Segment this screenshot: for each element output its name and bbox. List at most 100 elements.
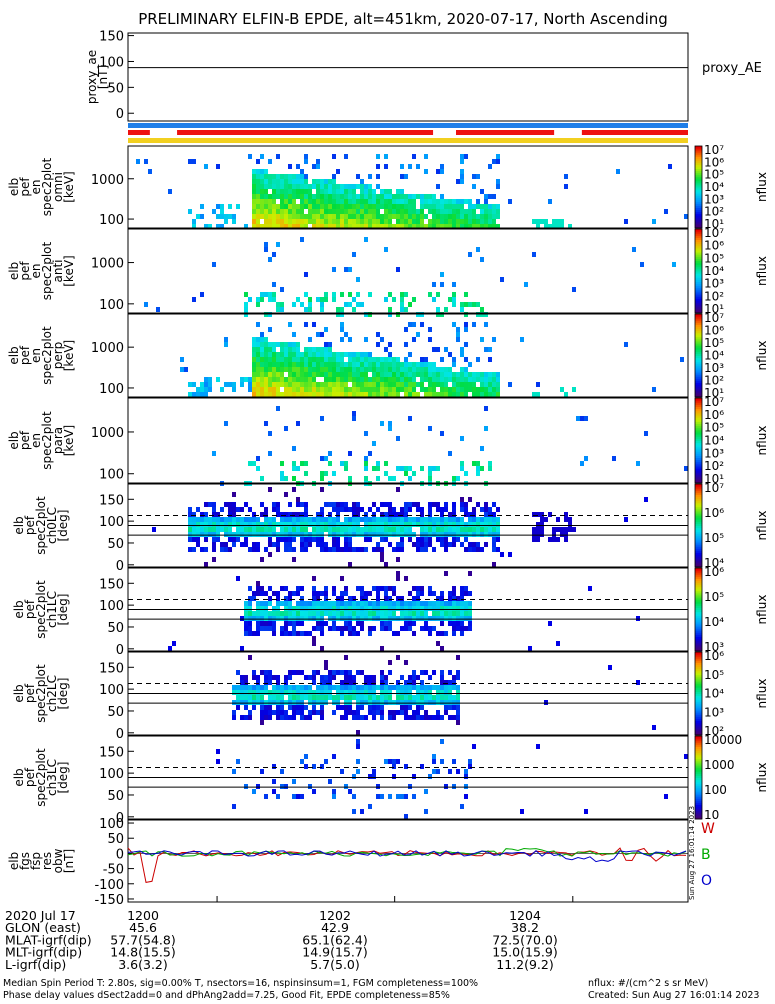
- spectrogram-cell: [276, 392, 280, 397]
- spectrogram-cell: [268, 377, 272, 382]
- colorbar-swatch: [695, 678, 702, 682]
- colorbar-swatch: [695, 427, 702, 431]
- spectrogram-cell: [304, 194, 308, 199]
- spectrogram-cell: [228, 522, 232, 527]
- spectrogram-cell: [356, 507, 360, 512]
- spectrogram-cell: [460, 159, 464, 164]
- spectrogram-cell: [380, 710, 384, 715]
- spectrogram-cell: [496, 214, 500, 219]
- spectrogram-cell: [268, 675, 272, 680]
- spectrogram-cell: [388, 219, 392, 224]
- spectrogram-cell: [428, 626, 432, 631]
- spectrogram-cell: [312, 522, 316, 527]
- colorbar-swatch: [695, 632, 702, 635]
- colorbar-swatch: [695, 752, 702, 756]
- spectrogram-cell: [572, 387, 576, 392]
- spectrogram-cell: [252, 670, 256, 675]
- spectrogram-cell: [376, 214, 380, 219]
- spectrogram-cell: [340, 392, 344, 397]
- spectrogram-cell: [256, 517, 260, 522]
- spectrogram-cell: [456, 596, 460, 601]
- spectrogram-cell: [440, 194, 444, 199]
- spectrogram-cell: [388, 542, 392, 547]
- spectrogram-cell: [424, 392, 428, 397]
- spectrogram-cell: [304, 387, 308, 392]
- spectrogram-cell: [372, 382, 376, 387]
- spectrogram-cell: [364, 362, 368, 367]
- spectrogram-cell: [424, 601, 428, 606]
- spectrogram-cell: [388, 522, 392, 527]
- spectrogram-cell: [384, 527, 388, 532]
- spectrogram-cell: [280, 626, 284, 631]
- colorbar-swatch: [695, 410, 702, 414]
- spectrogram-cell: [404, 372, 408, 377]
- spectrogram-cell: [288, 517, 292, 522]
- spectrogram-cell: [264, 606, 268, 611]
- spectrogram-cell: [336, 517, 340, 522]
- spectrogram-cell: [492, 377, 496, 382]
- spectrogram-cell: [304, 685, 308, 690]
- spectrogram-cell: [452, 680, 456, 685]
- colorbar-swatch: [695, 229, 702, 232]
- spectrogram-cell: [372, 527, 376, 532]
- spectrogram-cell: [552, 224, 556, 229]
- spectrogram-cell: [292, 199, 296, 204]
- spectrogram-cell: [240, 675, 244, 680]
- spectrogram-cell: [476, 219, 480, 224]
- spectrogram-cell: [372, 522, 376, 527]
- spectrogram-cell: [456, 382, 460, 387]
- spectrogram-cell: [452, 611, 456, 616]
- spectrogram-cell: [412, 199, 416, 204]
- colorbar-swatch: [695, 390, 702, 394]
- spectrogram-cell: [492, 517, 496, 522]
- spectrogram-cell: [344, 189, 348, 194]
- y-axis-label-line: res: [40, 852, 54, 870]
- colorbar-swatch: [695, 250, 702, 253]
- spectrogram-cell: [364, 237, 368, 242]
- spectrogram-cell: [232, 517, 236, 522]
- colorbar-swatch: [695, 685, 702, 688]
- spectrogram-cell: [220, 204, 224, 209]
- spectrogram-cell: [336, 512, 340, 517]
- colorbar-swatch: [695, 150, 702, 153]
- spectrogram-cell: [396, 512, 400, 517]
- spectrogram-cell: [388, 194, 392, 199]
- panels-group: 150100500proxy_ae[nT]1000100elbpefenspec…: [7, 30, 715, 908]
- spectrogram-cell: [304, 512, 308, 517]
- spectrogram-cell: [348, 680, 352, 685]
- spectrogram-cell: [256, 347, 260, 352]
- y-tick-label: 50: [107, 789, 124, 804]
- spectrogram-cell: [472, 392, 476, 397]
- spectrogram-cell: [240, 616, 244, 621]
- spectrogram-cell: [428, 194, 432, 199]
- spectrogram-cell: [384, 377, 388, 382]
- spectrogram-cell: [448, 387, 452, 392]
- spectrogram-cell: [328, 219, 332, 224]
- spectrogram-cell: [416, 219, 420, 224]
- spectrogram-cell: [352, 512, 356, 517]
- spectrogram-cell: [460, 804, 464, 809]
- spectrogram-cell: [256, 322, 260, 327]
- spectrogram-cell: [636, 680, 640, 685]
- spectrogram-cell: [316, 591, 320, 596]
- spectrogram-cell: [408, 675, 412, 680]
- spectrogram-cell: [392, 631, 396, 636]
- spectrogram-cell: [320, 621, 324, 626]
- spectrogram-cell: [272, 675, 276, 680]
- spectrogram-cell: [488, 532, 492, 537]
- spectrogram-cell: [292, 332, 296, 337]
- colorbar-swatch: [695, 174, 702, 178]
- y-axis-label-line: pef: [23, 683, 37, 703]
- spectrogram-cell: [304, 507, 308, 512]
- spectrogram-cell: [400, 224, 404, 229]
- spectrogram-cell: [312, 199, 316, 204]
- spectrogram-cell: [284, 675, 288, 680]
- spectrogram-cell: [356, 759, 360, 764]
- spectrogram-cell: [272, 591, 276, 596]
- spectrogram-cell: [328, 695, 332, 700]
- spectrogram-cell: [536, 532, 540, 537]
- spectrogram-cell: [304, 461, 308, 466]
- spectrogram-cell: [300, 392, 304, 397]
- spectrogram-cell: [424, 357, 428, 362]
- spectrogram-cell: [344, 710, 348, 715]
